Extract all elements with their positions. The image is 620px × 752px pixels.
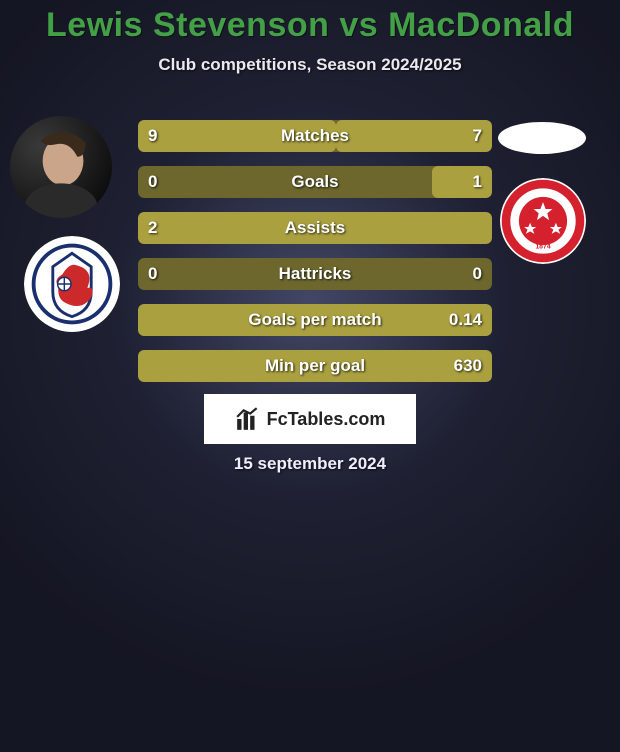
stat-fill-left: [138, 212, 492, 244]
stat-value-right: 1: [473, 166, 482, 198]
stat-row: Goals per match0.14: [138, 304, 492, 336]
stat-row: 2Assists: [138, 212, 492, 244]
stat-row: 9Matches7: [138, 120, 492, 152]
stat-value-right: 0.14: [449, 304, 482, 336]
stat-value-left: 9: [148, 120, 157, 152]
watermark-text: FcTables.com: [267, 409, 386, 430]
stat-fill-right: [138, 304, 492, 336]
stat-value-right: 0: [473, 258, 482, 290]
stat-fill-right: [336, 120, 492, 152]
date-label: 15 september 2024: [0, 454, 620, 474]
stat-fill-right: [432, 166, 492, 198]
player2-avatar: [498, 122, 586, 154]
subtitle: Club competitions, Season 2024/2025: [0, 55, 620, 75]
stat-value-right: 7: [473, 120, 482, 152]
blank-avatar-icon: [498, 122, 586, 154]
stat-value-left: 2: [148, 212, 157, 244]
club-crest-icon: 1874: [500, 178, 586, 264]
player1-club-badge: [24, 236, 120, 332]
stat-row: 0Goals1: [138, 166, 492, 198]
stat-value-left: 0: [148, 258, 157, 290]
stat-row: 0Hattricks0: [138, 258, 492, 290]
player2-club-badge: 1874: [500, 178, 586, 264]
stat-value-right: 630: [454, 350, 482, 382]
stat-row: Min per goal630: [138, 350, 492, 382]
stat-value-left: 0: [148, 166, 157, 198]
svg-text:1874: 1874: [535, 244, 550, 251]
player1-avatar: [10, 116, 112, 218]
stat-fill-left: [138, 120, 336, 152]
page-title: Lewis Stevenson vs MacDonald: [0, 0, 620, 45]
person-icon: [10, 116, 112, 218]
stat-fill-right: [138, 350, 492, 382]
stats-block: 9Matches7 0Goals1 2Assists 0Hattricks0 Goals…: [138, 120, 492, 396]
comparison-card: Lewis Stevenson vs MacDonald Club compet…: [0, 0, 620, 580]
club-crest-icon: [24, 236, 120, 332]
chart-bars-icon: [235, 406, 261, 432]
watermark: FcTables.com: [204, 394, 416, 444]
